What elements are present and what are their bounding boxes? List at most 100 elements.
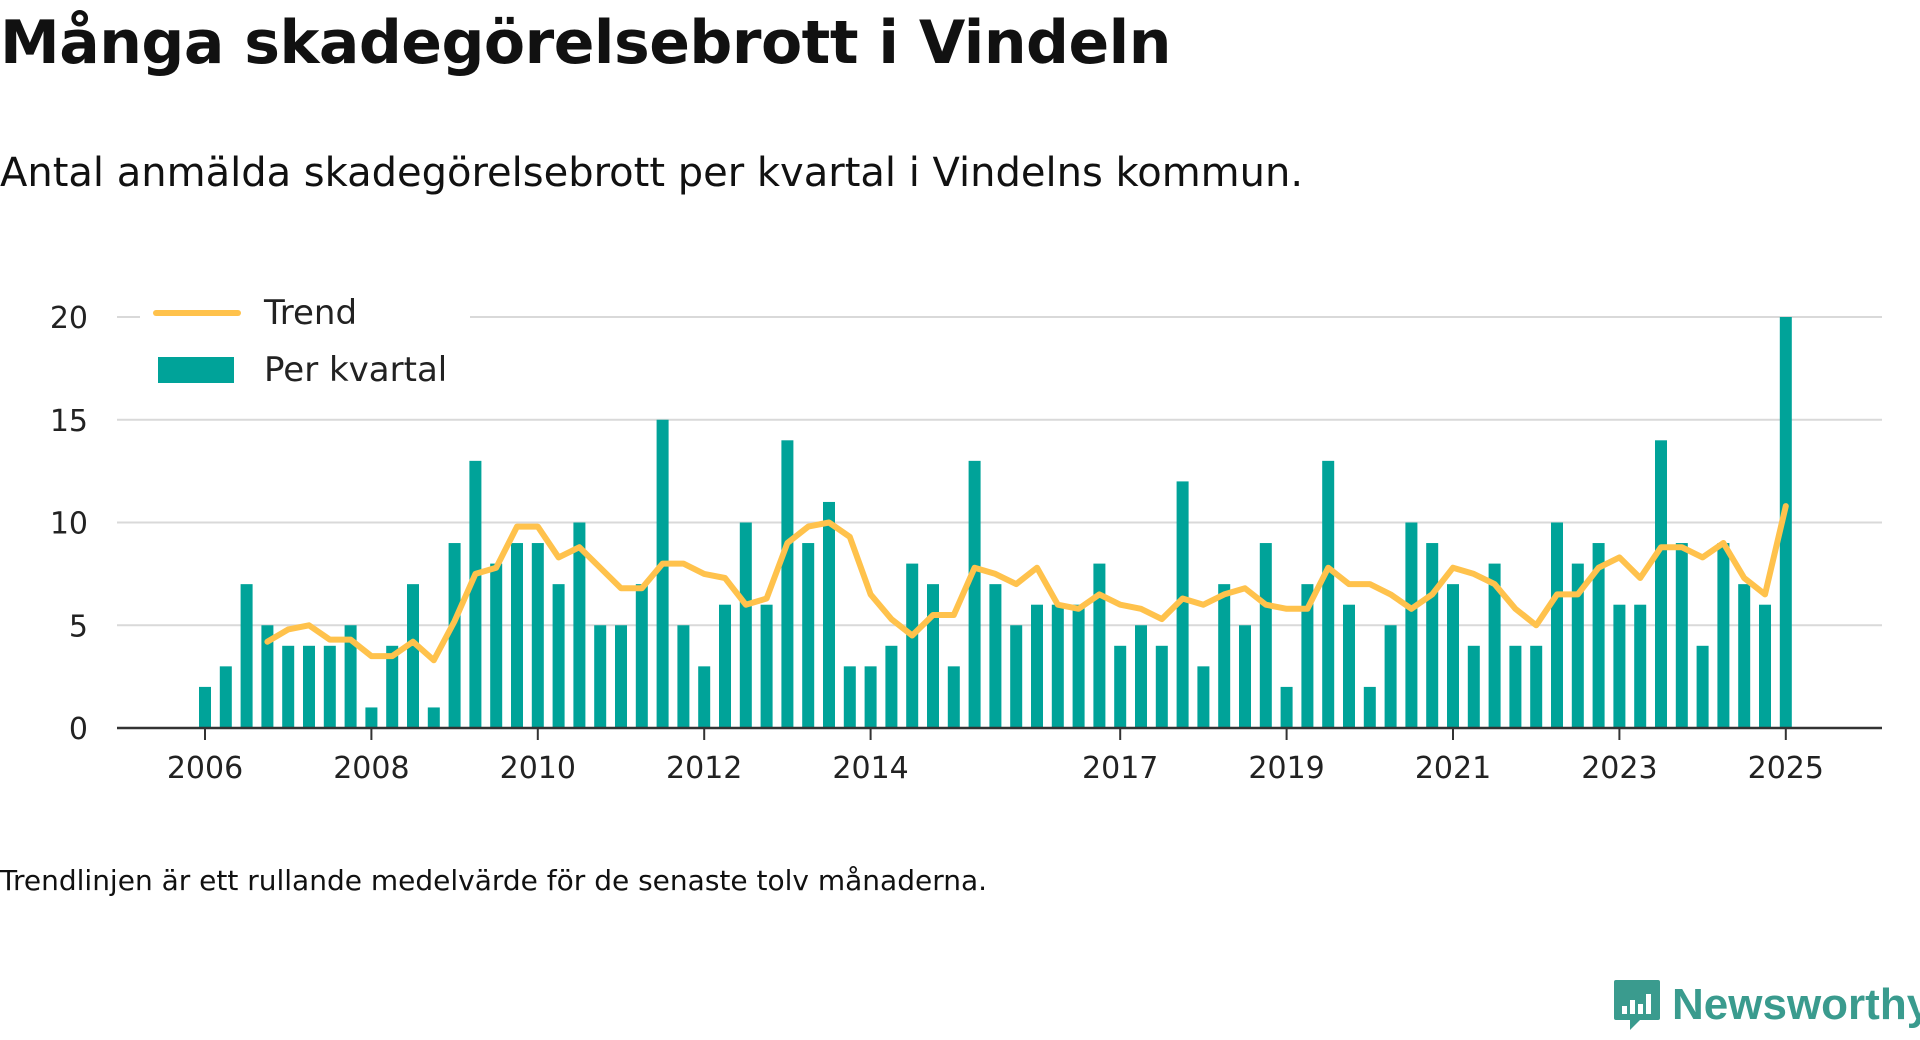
bar: [843, 666, 856, 728]
bar: [1467, 645, 1480, 728]
bar: [1509, 645, 1522, 728]
bar: [573, 522, 586, 728]
x-tick-label: 2017: [1082, 751, 1158, 786]
bar: [739, 522, 752, 728]
bar: [677, 625, 690, 728]
x-tick-label: 2021: [1415, 751, 1491, 786]
bar: [1093, 563, 1106, 728]
bar: [427, 707, 440, 728]
bar: [615, 625, 627, 728]
x-tick-label: 2023: [1581, 751, 1657, 786]
bar: [407, 584, 419, 728]
y-tick-label: 20: [50, 301, 88, 336]
brand-logo: Newsworthy: [1612, 978, 1920, 1032]
bar: [1301, 584, 1314, 728]
x-tick-label: 2010: [500, 751, 576, 786]
bar: [1135, 625, 1147, 728]
bar: [1218, 584, 1231, 728]
bar: [719, 604, 731, 728]
bar: [1363, 686, 1376, 728]
x-tick-label: 2019: [1248, 751, 1324, 786]
chart-container: 0 5 10 15 20 2006 2008 2010 2012 2014 2017 2019 2021…: [0, 270, 1920, 814]
bar: [1488, 563, 1501, 728]
bar: [594, 625, 607, 728]
bar: [1155, 645, 1168, 728]
bar: [885, 645, 898, 728]
bar: [802, 543, 815, 728]
axis-layer: 0 5 10 15 20 2006 2008 2010 2012 2014 2017 2019 2021…: [50, 301, 1882, 786]
bar: [469, 460, 482, 728]
trend-line-layer: [264, 503, 1789, 664]
bar: [1343, 604, 1355, 728]
bar: [531, 543, 544, 728]
bar: [1072, 604, 1085, 728]
bar: [823, 501, 835, 728]
bar: [240, 584, 253, 728]
bar: [344, 625, 357, 728]
bar: [1779, 317, 1792, 728]
bar: [1426, 543, 1439, 728]
bar: [1592, 543, 1605, 728]
bar: [365, 707, 378, 728]
newsworthy-logo-icon: [1614, 980, 1660, 1030]
bar: [1696, 645, 1709, 728]
bar: [1738, 584, 1751, 728]
bar: [1114, 645, 1127, 728]
legend-label: Trend: [263, 293, 357, 333]
chart-title: Många skadegörelsebrott i Vindeln: [0, 8, 1171, 78]
bar: [199, 686, 211, 728]
bar: [1010, 625, 1023, 728]
x-tick-label: 2012: [666, 751, 742, 786]
y-tick-label: 0: [69, 712, 88, 747]
y-tick-label: 5: [69, 609, 88, 644]
bar: [323, 645, 336, 728]
bar: [490, 563, 503, 728]
bar: [1530, 645, 1543, 728]
bar: [511, 543, 523, 728]
bar: [303, 645, 315, 728]
y-tick-label: 15: [50, 404, 88, 439]
bar: [1634, 604, 1647, 728]
bar: [1280, 686, 1293, 728]
x-tick-label: 2014: [832, 751, 908, 786]
footnote: Trendlinjen är ett rullande medelvärde f…: [0, 864, 988, 897]
y-tick-label: 10: [50, 507, 88, 542]
bar: [1675, 543, 1688, 728]
bar: [927, 584, 939, 728]
bar: [219, 666, 232, 728]
bar: [1571, 563, 1584, 728]
bar: [760, 604, 773, 728]
chart-svg: 0 5 10 15 20 2006 2008 2010 2012 2014 2017 2019 2021…: [50, 272, 1882, 786]
chart-subtitle: Antal anmälda skadegörelsebrott per kvar…: [0, 150, 1304, 196]
bar: [1655, 440, 1667, 728]
bar: [282, 645, 295, 728]
brand-name: Newsworthy: [1672, 980, 1920, 1029]
x-tick-label: 2006: [167, 751, 243, 786]
bar: [656, 419, 669, 728]
bar: [1405, 522, 1418, 728]
bar: [1717, 543, 1730, 728]
bar: [906, 563, 919, 728]
bar: [448, 543, 461, 728]
bar: [552, 584, 565, 728]
bar: [1613, 604, 1626, 728]
bar: [635, 584, 648, 728]
bar: [1259, 543, 1272, 728]
bar: [1176, 481, 1189, 728]
bar: [1031, 604, 1043, 728]
trend-line: [264, 503, 1789, 664]
bar: [864, 666, 877, 728]
bar: [386, 645, 399, 728]
legend-swatch-bar: [158, 357, 234, 383]
bar: [1447, 584, 1459, 728]
bar: [781, 440, 794, 728]
bar: [968, 460, 981, 728]
bar: [1239, 625, 1251, 728]
x-tick-label: 2008: [333, 751, 409, 786]
bar: [1322, 460, 1335, 728]
bar: [1551, 522, 1563, 728]
legend-label: Per kvartal: [264, 350, 447, 390]
bar: [698, 666, 711, 728]
bar: [1197, 666, 1210, 728]
bar: [1384, 625, 1397, 728]
